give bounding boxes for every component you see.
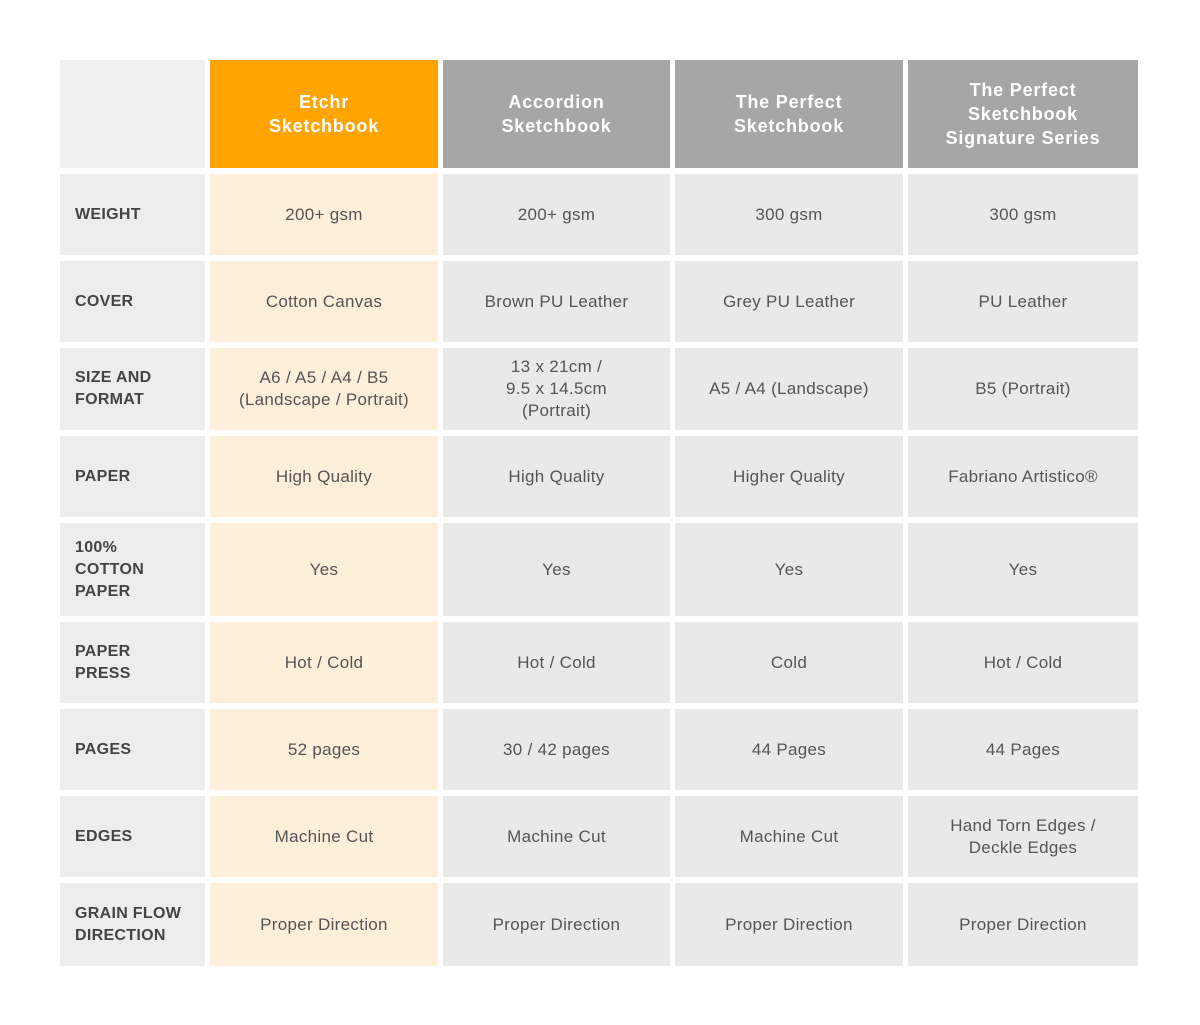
table-cell: Machine Cut [675,796,903,877]
table-cell: Hot / Cold [210,622,438,703]
table-cell: High Quality [210,436,438,517]
table-cell: 300 gsm [675,174,903,255]
table-cell: 200+ gsm [443,174,670,255]
table-cell: Fabriano Artistico® [908,436,1138,517]
table-cell: Proper Direction [443,883,670,966]
column-header: Etchr Sketchbook [210,60,438,168]
table-cell: 30 / 42 pages [443,709,670,790]
table-cell: Brown PU Leather [443,261,670,342]
table-cell: A6 / A5 / A4 / B5 (Landscape / Portrait) [210,348,438,430]
table-cell: B5 (Portrait) [908,348,1138,430]
column-header: The Perfect Sketchbook Signature Series [908,60,1138,168]
table-cell: Proper Direction [210,883,438,966]
row-label: WEIGHT [60,174,205,255]
column-header: The Perfect Sketchbook [675,60,903,168]
table-cell: Machine Cut [443,796,670,877]
table-cell: Proper Direction [908,883,1138,966]
table-cell: Hand Torn Edges / Deckle Edges [908,796,1138,877]
row-label: EDGES [60,796,205,877]
table-cell: Cotton Canvas [210,261,438,342]
row-label: COVER [60,261,205,342]
column-header: Accordion Sketchbook [443,60,670,168]
table-cell: High Quality [443,436,670,517]
table-cell: Higher Quality [675,436,903,517]
corner-cell [60,60,205,168]
table-cell: Cold [675,622,903,703]
table-cell: 300 gsm [908,174,1138,255]
row-label: SIZE AND FORMAT [60,348,205,430]
table-cell: Grey PU Leather [675,261,903,342]
comparison-table: Etchr Sketchbook Accordion Sketchbook The … [60,60,1138,966]
table-cell: Yes [675,523,903,616]
row-label: PAGES [60,709,205,790]
table-cell: A5 / A4 (Landscape) [675,348,903,430]
table-cell: PU Leather [908,261,1138,342]
table-cell: 44 Pages [908,709,1138,790]
table-cell: Yes [443,523,670,616]
table-cell: 200+ gsm [210,174,438,255]
table-cell: Machine Cut [210,796,438,877]
table-cell: Yes [210,523,438,616]
table-cell: Hot / Cold [908,622,1138,703]
row-label: GRAIN FLOW DIRECTION [60,883,205,966]
row-label: 100% COTTON PAPER [60,523,205,616]
row-label: PAPER PRESS [60,622,205,703]
table-cell: Proper Direction [675,883,903,966]
table-cell: Yes [908,523,1138,616]
table-cell: 44 Pages [675,709,903,790]
table-cell: 13 x 21cm / 9.5 x 14.5cm (Portrait) [443,348,670,430]
table-cell: 52 pages [210,709,438,790]
row-label: PAPER [60,436,205,517]
table-cell: Hot / Cold [443,622,670,703]
